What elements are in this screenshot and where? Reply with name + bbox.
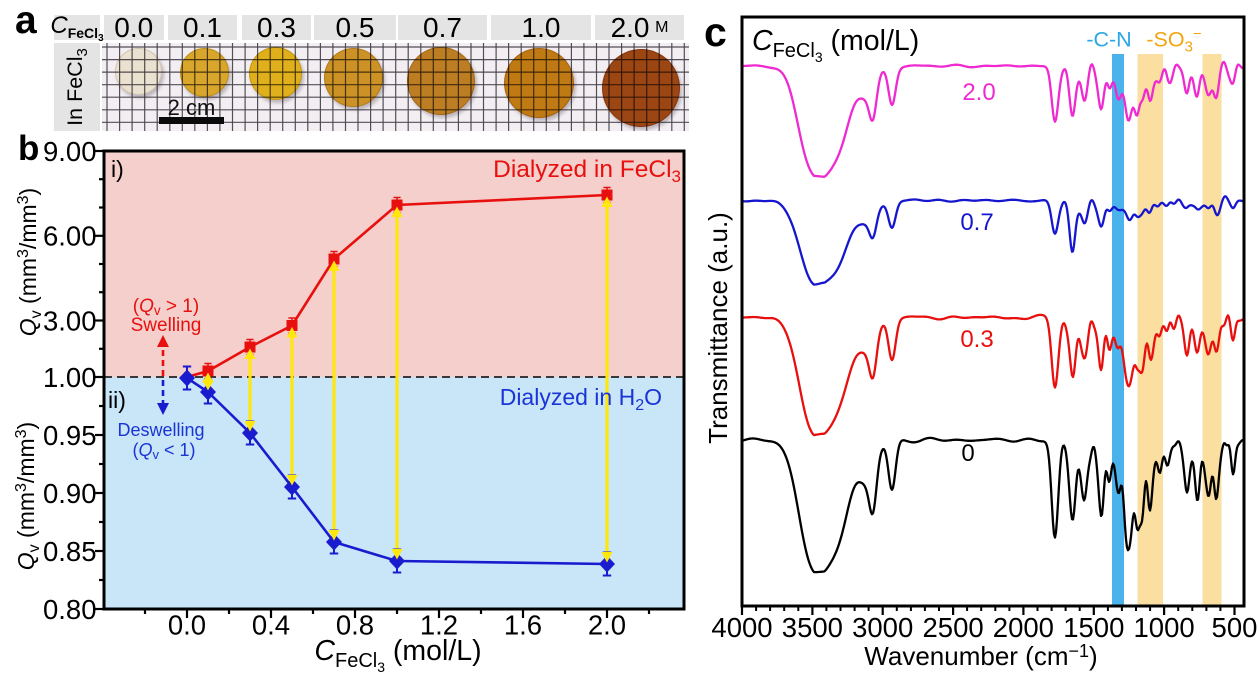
svg-text:1.2: 1.2 (420, 610, 458, 641)
svg-text:0.4: 0.4 (252, 610, 290, 641)
svg-text:ii): ii) (108, 387, 126, 413)
svg-text:Deswelling: Deswelling (117, 420, 204, 440)
svg-text:CFeCl3 (mol/L): CFeCl3 (mol/L) (752, 25, 919, 65)
svg-text:i): i) (111, 156, 124, 182)
svg-text:-SO3−: -SO3− (1146, 26, 1202, 56)
svg-text:-C-N: -C-N (1086, 28, 1131, 52)
svg-text:b: b (18, 129, 39, 168)
svg-text:0.90: 0.90 (43, 478, 97, 509)
svg-text:9.00: 9.00 (43, 136, 97, 167)
svg-text:CFeCl3 (mol/L): CFeCl3 (mol/L) (314, 635, 481, 675)
svg-text:3.00: 3.00 (43, 305, 97, 336)
svg-text:Wavenumber (cm−1): Wavenumber (cm−1) (864, 641, 1097, 671)
svg-text:0: 0 (961, 440, 974, 467)
svg-text:4000: 4000 (711, 612, 772, 643)
svg-text:3500: 3500 (782, 612, 843, 643)
svg-text:0.85: 0.85 (43, 536, 97, 567)
svg-text:0.3: 0.3 (960, 326, 993, 353)
svg-text:6.00: 6.00 (43, 221, 97, 252)
svg-text:1.6: 1.6 (504, 610, 542, 641)
svg-text:c: c (704, 9, 727, 55)
svg-text:1500: 1500 (1063, 612, 1124, 643)
svg-text:Dialyzed in H2O: Dialyzed in H2O (500, 384, 662, 414)
svg-text:0.8: 0.8 (336, 610, 374, 641)
svg-text:3000: 3000 (852, 612, 913, 643)
svg-text:0.95: 0.95 (43, 420, 97, 451)
svg-text:Swelling: Swelling (131, 315, 202, 336)
svg-text:2000: 2000 (993, 612, 1054, 643)
svg-text:Transmittance (a.u.): Transmittance (a.u.) (703, 212, 733, 444)
svg-text:2.0: 2.0 (962, 79, 995, 106)
svg-text:Qv (mm3/mm3): Qv (mm3/mm3) (15, 188, 45, 336)
svg-text:(Qv < 1): (Qv < 1) (132, 440, 195, 462)
svg-text:0.80: 0.80 (43, 594, 97, 625)
svg-text:2.0: 2.0 (588, 610, 626, 641)
svg-text:0.0: 0.0 (168, 610, 206, 641)
svg-text:(Qv > 1): (Qv > 1) (133, 296, 199, 318)
svg-text:1000: 1000 (1134, 612, 1195, 643)
svg-text:Dialyzed in FeCl3: Dialyzed in FeCl3 (493, 156, 681, 186)
svg-text:1.00: 1.00 (43, 362, 97, 393)
svg-text:a: a (15, 0, 37, 42)
svg-text:0.7: 0.7 (960, 209, 993, 236)
svg-text:2500: 2500 (923, 612, 984, 643)
svg-text:500: 500 (1212, 612, 1257, 643)
svg-text:Qv (mm3/mm3): Qv (mm3/mm3) (13, 422, 43, 570)
